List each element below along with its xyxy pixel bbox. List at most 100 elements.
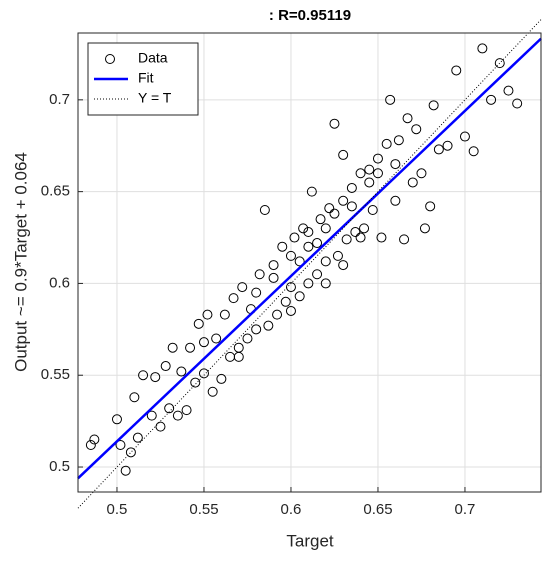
x-tick-label: 0.7	[455, 501, 476, 518]
data-point	[280, 296, 291, 307]
data-point	[129, 392, 140, 403]
data-point	[198, 337, 209, 348]
x-tick-label: 0.5	[107, 501, 128, 518]
data-point	[419, 223, 430, 234]
data-point	[320, 256, 331, 267]
data-point	[303, 227, 314, 238]
data-point	[442, 140, 453, 151]
data-point	[193, 318, 204, 329]
data-point	[303, 241, 314, 252]
data-point	[185, 342, 196, 353]
data-point	[393, 135, 404, 146]
data-point	[338, 195, 349, 206]
data-point	[303, 278, 314, 289]
y-axis-label: Output ~= 0.9*Target + 0.064	[11, 152, 30, 372]
y-tick-label: 0.55	[41, 366, 70, 383]
data-point	[451, 65, 462, 76]
data-point	[350, 227, 361, 238]
data-point	[125, 447, 136, 458]
data-point	[364, 164, 375, 175]
data-point	[120, 465, 131, 476]
data-point	[216, 373, 227, 384]
data-point	[132, 432, 143, 443]
data-point	[312, 269, 323, 280]
data-point	[89, 434, 100, 445]
data-point	[355, 232, 366, 243]
data-point	[198, 368, 209, 379]
data-point	[324, 203, 335, 214]
data-point	[219, 309, 230, 320]
legend-label: Fit	[138, 70, 154, 86]
legend-box	[87, 42, 199, 116]
data-point	[155, 421, 166, 432]
chart-title: : R=0.95119	[269, 7, 351, 24]
data-point	[306, 186, 317, 197]
data-point	[228, 293, 239, 304]
data-point	[385, 94, 396, 105]
data-point	[164, 403, 175, 414]
data-point	[359, 223, 370, 234]
plot-frame	[77, 32, 542, 493]
data-point	[172, 410, 183, 421]
data-point	[268, 260, 279, 271]
data-point	[111, 414, 122, 425]
y-tick-label: 0.6	[49, 274, 70, 291]
data-point	[329, 118, 340, 129]
data-point	[355, 168, 366, 179]
data-point	[341, 234, 352, 245]
legend-marker	[105, 54, 115, 64]
data-point	[181, 405, 192, 416]
data-point	[477, 43, 488, 54]
data-point	[233, 351, 244, 362]
x-tick-label: 0.55	[189, 501, 218, 518]
data-point	[376, 232, 387, 243]
data-point	[294, 256, 305, 267]
data-point	[298, 223, 309, 234]
data-point	[251, 287, 262, 298]
data-point	[285, 250, 296, 261]
data-point	[338, 149, 349, 160]
data-point	[329, 208, 340, 219]
data-point	[285, 305, 296, 316]
legend-label: Data	[138, 50, 168, 66]
x-axis-label: Target	[286, 531, 334, 550]
legend-label: Y = T	[138, 90, 172, 106]
x-tick-label: 0.65	[363, 501, 392, 518]
data-point	[259, 204, 270, 215]
data-point	[167, 342, 178, 353]
data-point	[399, 234, 410, 245]
data-point	[332, 250, 343, 261]
data-point	[390, 159, 401, 170]
data-point	[85, 439, 96, 450]
data-point	[263, 320, 274, 331]
data-point	[416, 168, 427, 179]
fit-line	[77, 37, 542, 480]
data-point	[207, 386, 218, 397]
data-point	[346, 201, 357, 212]
data-point	[272, 309, 283, 320]
data-point	[364, 177, 375, 188]
data-point	[372, 168, 383, 179]
data-point	[202, 309, 213, 320]
data-point	[242, 333, 253, 344]
data-point	[268, 272, 279, 283]
data-point	[428, 100, 439, 111]
y-tick-label: 0.5	[49, 458, 70, 475]
data-point	[459, 131, 470, 142]
data-point	[237, 282, 248, 293]
data-point	[190, 377, 201, 388]
data-point	[150, 372, 161, 383]
x-tick-label: 0.6	[281, 501, 302, 518]
data-point	[381, 138, 392, 149]
data-point	[320, 223, 331, 234]
y-tick-label: 0.7	[49, 91, 70, 108]
data-point	[315, 214, 326, 225]
data-point	[372, 153, 383, 164]
data-point	[433, 144, 444, 155]
data-point	[285, 282, 296, 293]
data-point	[294, 291, 305, 302]
data-point	[289, 232, 300, 243]
data-point	[402, 113, 413, 124]
identity-line	[77, 19, 542, 509]
data-point	[338, 260, 349, 271]
